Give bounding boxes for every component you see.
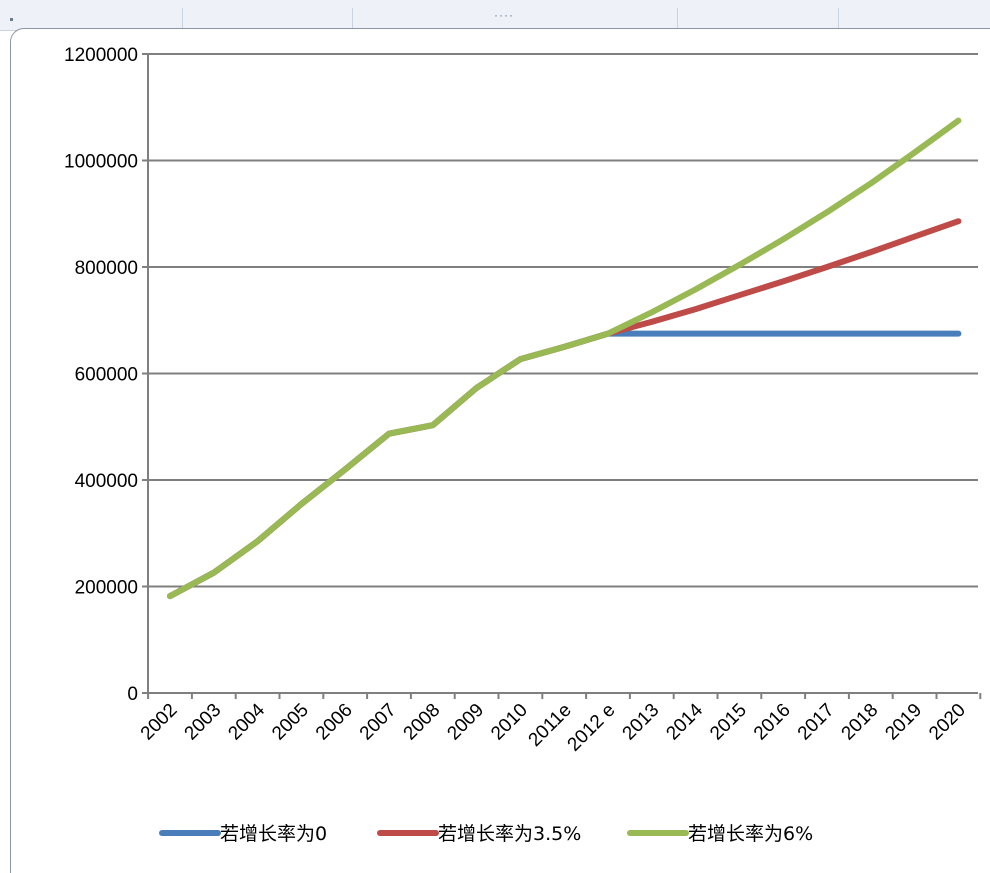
x-axis-tick-labels: 2002 2003 2004 2005 2006 2007 2008 2009 20102011… (137, 699, 970, 755)
y-tick-label: 1000000 (64, 152, 138, 173)
x-tick-label: 2013 (619, 700, 664, 745)
x-tick-label: 2008 (400, 700, 445, 745)
gridlines (148, 53, 978, 588)
legend-label-0: 若增长率为0 (220, 823, 327, 845)
legend-label-2: 若增长率为6% (688, 823, 813, 845)
y-axis-tick-labels: 0 200000 400000 600000 800000 1000000 1200000 (64, 45, 138, 705)
legend-label-1: 若增长率为3.5% (438, 823, 581, 845)
y-tick-label: 200000 (75, 578, 138, 599)
series-line-2 (167, 117, 962, 600)
x-tick-label: 2018 (838, 700, 883, 745)
column-divider (677, 8, 678, 30)
resize-corner-handle[interactable] (10, 18, 13, 21)
column-divider (352, 8, 353, 30)
x-tick-label: 2003 (181, 700, 226, 745)
x-tick-label: 2009 (443, 700, 488, 745)
resize-top-handle[interactable]: ···· (494, 8, 514, 22)
series-line-1 (167, 218, 962, 600)
x-tick-label: 2005 (268, 700, 313, 745)
x-tick-label: 2015 (706, 700, 751, 745)
x-tick-label: 2002 (137, 700, 182, 745)
x-tick-label: 2007 (356, 700, 401, 745)
chart-area[interactable] (10, 28, 990, 873)
x-tick-label: 2004 (224, 699, 269, 744)
y-tick-label: 1200000 (64, 45, 138, 66)
y-tick-label: 0 (127, 684, 138, 705)
series-lines (167, 117, 962, 600)
x-tick-label: 2020 (925, 700, 970, 745)
x-tick-label: 2017 (794, 700, 839, 745)
column-divider (838, 8, 839, 30)
y-tick-label: 800000 (75, 258, 138, 279)
y-tick-label: 600000 (75, 365, 138, 386)
x-tick-label: 2006 (312, 700, 357, 745)
axes (142, 53, 982, 699)
x-tick-label: 2016 (750, 700, 795, 745)
y-tick-label: 400000 (75, 471, 138, 492)
x-tick-label: 2019 (881, 700, 926, 745)
legend: 若增长率为0 若增长率为3.5% 若增长率为6% (159, 823, 813, 845)
x-tick-label: 2012 e (564, 700, 620, 756)
column-divider (182, 8, 183, 30)
x-tick-label: 2014 (662, 699, 707, 744)
